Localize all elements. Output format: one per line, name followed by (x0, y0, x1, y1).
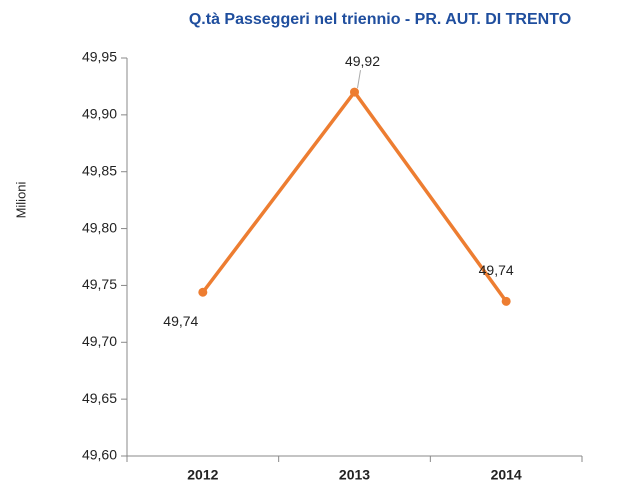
y-tick-label: 49,60 (82, 447, 117, 463)
y-tick-label: 49,85 (82, 162, 117, 178)
y-tick-label: 49,65 (82, 390, 117, 406)
y-tick-label: 49,70 (82, 333, 117, 349)
line (201, 89, 508, 303)
y-tick-label: 49,90 (82, 106, 117, 122)
y-tick-label: 49,80 (82, 219, 117, 235)
data-label: 49,92 (345, 53, 380, 69)
x-tick-label: 2012 (187, 467, 218, 483)
point (350, 87, 359, 97)
x-tick-label: 2014 (491, 467, 522, 483)
y-axis-label: Milioni (13, 181, 28, 218)
data-label: 49,74 (479, 262, 514, 278)
x-tick-label: 2013 (339, 467, 370, 483)
data-label: 49,74 (163, 313, 198, 329)
y-tick-label: 49,95 (82, 49, 117, 65)
point (198, 287, 208, 297)
leader-line (357, 70, 361, 89)
chart-title: Q.tà Passeggeri nel triennio - PR. AUT. … (189, 11, 571, 28)
point (501, 296, 511, 306)
y-tick-label: 49,75 (82, 276, 117, 292)
